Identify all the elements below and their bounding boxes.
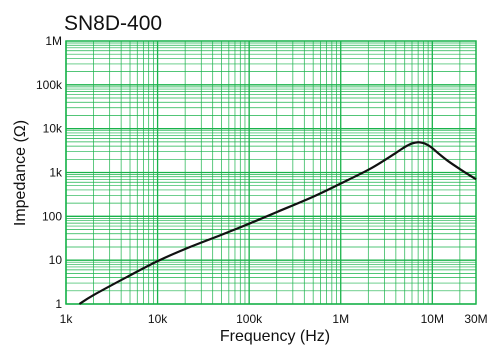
y-tick-label: 1 xyxy=(55,297,62,311)
y-tick-labels: 1M 100k 10k 1k 100 10 1 xyxy=(36,34,63,311)
grid xyxy=(65,40,477,305)
y-tick-label: 1M xyxy=(45,34,62,48)
y-tick-label: 10 xyxy=(49,253,63,267)
x-tick-label: 1k xyxy=(60,312,74,326)
chart-title: SN8D-400 xyxy=(64,12,162,35)
x-axis-label: Frequency (Hz) xyxy=(220,328,330,345)
x-tick-label: 100k xyxy=(236,312,263,326)
plot-area xyxy=(78,141,477,305)
x-tick-labels: 1k 10k 100k 1M 10M 30M xyxy=(60,312,488,326)
y-tick-label: 1k xyxy=(49,166,63,180)
y-tick-label: 100k xyxy=(36,78,63,92)
x-tick-label: 1M xyxy=(332,312,349,326)
y-tick-label: 10k xyxy=(43,122,63,136)
impedance-series-line xyxy=(78,141,477,305)
x-tick-label: 30M xyxy=(464,312,487,326)
plot-frame xyxy=(65,40,477,305)
x-tick-label: 10k xyxy=(148,312,168,326)
x-tick-label: 10M xyxy=(421,312,444,326)
y-tick-label: 100 xyxy=(42,209,62,223)
y-axis-label: Impedance (Ω) xyxy=(12,120,29,226)
